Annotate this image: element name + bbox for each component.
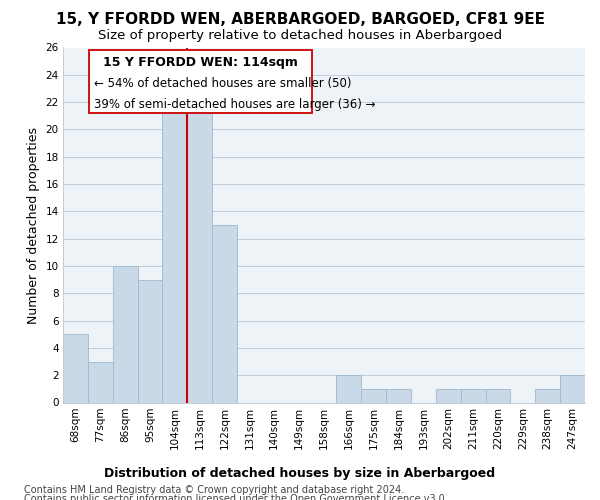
Bar [187, 102, 212, 403]
Text: 15, Y FFORDD WEN, ABERBARGOED, BARGOED, CF81 9EE: 15, Y FFORDD WEN, ABERBARGOED, BARGOED, … [56, 12, 545, 28]
Bar [137, 280, 163, 402]
Text: Contains HM Land Registry data © Crown copyright and database right 2024.: Contains HM Land Registry data © Crown c… [24, 485, 404, 495]
Bar [63, 334, 88, 402]
Bar [535, 389, 560, 402]
Bar [560, 375, 585, 402]
Bar [461, 389, 485, 402]
Bar [163, 102, 187, 403]
Bar [436, 389, 461, 402]
FancyBboxPatch shape [89, 50, 311, 113]
Bar [212, 225, 237, 402]
Bar [386, 389, 411, 402]
Text: Size of property relative to detached houses in Aberbargoed: Size of property relative to detached ho… [98, 29, 502, 42]
Bar [337, 375, 361, 402]
Bar [88, 362, 113, 403]
Bar [485, 389, 511, 402]
Y-axis label: Number of detached properties: Number of detached properties [27, 126, 40, 324]
Text: ← 54% of detached houses are smaller (50): ← 54% of detached houses are smaller (50… [94, 77, 352, 90]
Text: Contains public sector information licensed under the Open Government Licence v3: Contains public sector information licen… [24, 494, 448, 500]
Text: Distribution of detached houses by size in Aberbargoed: Distribution of detached houses by size … [104, 468, 496, 480]
Text: 39% of semi-detached houses are larger (36) →: 39% of semi-detached houses are larger (… [94, 98, 376, 110]
Bar [361, 389, 386, 402]
Bar [113, 266, 137, 402]
Text: 15 Y FFORDD WEN: 114sqm: 15 Y FFORDD WEN: 114sqm [103, 56, 298, 68]
